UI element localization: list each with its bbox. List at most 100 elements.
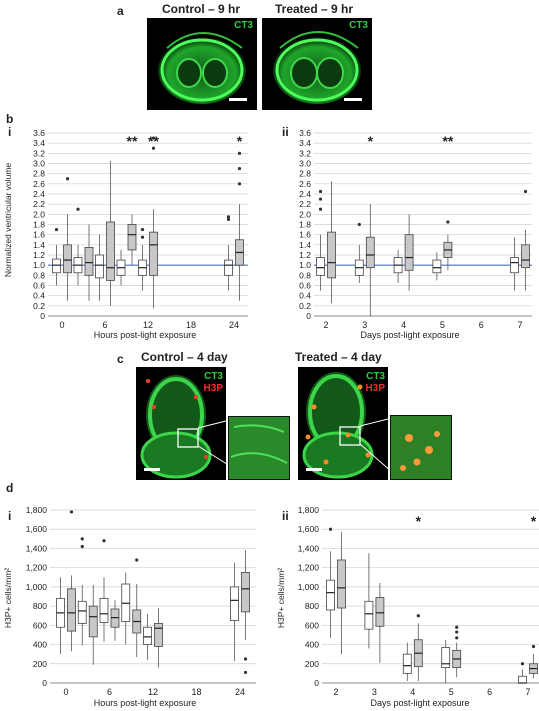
b-ii-y-tick-label: 0.8	[299, 270, 311, 280]
d-ii-x-tick-label: 3	[372, 687, 377, 697]
d-ii-y-tick-label: 1,600	[298, 524, 320, 534]
d-ii-x-tick-label: 4	[410, 687, 415, 697]
d-i-box-treated-24-outlier	[243, 670, 248, 675]
b-i-significance-marker: *	[237, 133, 243, 149]
b-ii-y-tick-label: 3.2	[299, 148, 311, 158]
panel-c-left-title: Control – 4 day	[141, 350, 228, 364]
b-i-box-control-24-outlier	[226, 215, 231, 219]
d-ii-y-tick-label: 1,000	[298, 582, 320, 592]
d-i-box-control-6	[99, 598, 109, 623]
b-i-y-tick-label: 0.6	[33, 281, 45, 291]
b-i-y-tick-label: 2.6	[33, 179, 45, 189]
d-ii-y-tick-label: 400	[305, 640, 319, 650]
b-i-significance-marker: **	[148, 133, 159, 149]
b-i-box-control-0-outlier	[54, 227, 59, 232]
d-ii-x-tick-label: 2	[333, 687, 338, 697]
d-ii-box-control-5	[441, 647, 451, 669]
d-ii-x-tick-label: 6	[487, 687, 492, 697]
panel-b-ylabel: Normalized ventricular volume	[3, 163, 13, 278]
b-i-box-treated-0	[63, 244, 72, 274]
d-i-box-control-3-outlier	[80, 537, 84, 541]
b-ii-x-tick-label: 4	[401, 320, 406, 330]
d-i-box-treated-24	[241, 572, 250, 613]
d-i-box-treated-0-outlier	[69, 510, 74, 514]
d-i-y-tick-label: 1,800	[26, 505, 48, 515]
b-i-y-tick-label: 0.4	[33, 291, 45, 301]
b-i-y-tick-label: 0.8	[33, 270, 45, 280]
d-ii-box-control-3	[364, 600, 374, 630]
treated-9hr-stain-label: CT3	[349, 20, 368, 31]
b-i-y-tick-label: 1.6	[33, 230, 45, 240]
b-i-y-tick-label: 0	[40, 311, 45, 321]
b-ii-y-tick-label: 3.4	[299, 138, 311, 148]
b-ii-y-tick-label: 2.0	[299, 209, 311, 219]
b-ii-box-control-2	[316, 257, 325, 276]
b-i-y-tick-label: 3.4	[33, 138, 45, 148]
b-ii-y-tick-label: 0.2	[299, 301, 311, 311]
b-ii-y-tick-label: 0.6	[299, 281, 311, 291]
control-4day-inset	[228, 416, 290, 480]
b-ii-box-control-2-outlier	[318, 197, 323, 201]
treated-4day-inset	[390, 415, 452, 480]
b-i-y-tick-label: 1.8	[33, 220, 45, 230]
b-i-y-tick-label: 3.0	[33, 159, 45, 169]
b-ii-box-treated-7	[521, 244, 530, 269]
b-i-x-tick-label: 12	[143, 320, 153, 330]
d-ii-y-tick-label: 0	[314, 678, 319, 688]
b-ii-y-tick-label: 2.4	[299, 189, 311, 199]
control-4day-stain2: H3P	[203, 383, 223, 394]
b-ii-y-tick-label: 2.6	[299, 179, 311, 189]
b-i-y-tick-label: 1.4	[33, 240, 45, 250]
b-i-x-tick-label: 0	[59, 320, 64, 330]
d-i-x-tick-label: 0	[63, 687, 68, 697]
d-ii-box-treated-4-outlier	[416, 614, 420, 618]
b-i-box-treated-12-outlier	[151, 146, 156, 150]
panel-b-i-label: i	[8, 125, 11, 139]
b-i-y-tick-label: 1.0	[33, 260, 45, 270]
d-ii-box-treated-2	[337, 559, 346, 609]
d-i-box-treated-9-outlier	[135, 558, 139, 562]
b-ii-box-control-2-outlier	[318, 207, 323, 211]
d-ii-box-treated-5-outlier	[455, 636, 459, 640]
b-i-y-tick-label: 1.2	[33, 250, 45, 260]
b-ii-y-tick-label: 0.4	[299, 291, 311, 301]
b-ii-y-tick-label: 2.8	[299, 169, 311, 179]
b-i-box-treated-12	[149, 231, 158, 276]
b-ii-y-tick-label: 1.6	[299, 230, 311, 240]
b-i-x-tick-label: 24	[229, 320, 239, 330]
d-i-y-tick-label: 1,200	[26, 563, 48, 573]
treated-4day-stain1: CT3	[366, 371, 385, 382]
d-i-box-control-24	[230, 586, 239, 621]
b-i-box-treated-3	[84, 246, 94, 276]
panel-b-ii-xlabel: Days post-light exposure	[360, 330, 459, 340]
control-9hr-stain-label: CT3	[234, 20, 253, 31]
b-i-y-tick-label: 2.8	[33, 169, 45, 179]
b-i-y-tick-label: 2.0	[33, 209, 45, 219]
d-i-box-control-3-outlier	[80, 544, 84, 549]
b-ii-y-tick-label: 3.0	[299, 159, 311, 169]
d-i-y-tick-label: 800	[33, 601, 47, 611]
control-4day-zoom-lines	[197, 419, 231, 467]
b-i-box-control-24-outlier	[226, 217, 231, 222]
d-ii-box-control-7-outlier	[520, 662, 525, 666]
panel-d-ii-xlabel: Days post-light exposure	[370, 698, 469, 708]
b-i-x-tick-label: 6	[102, 320, 107, 330]
b-i-box-treated-0-outlier	[65, 177, 70, 181]
d-ii-box-treated-7-outlier	[531, 644, 536, 649]
d-i-y-tick-label: 600	[33, 620, 47, 630]
d-ii-x-tick-label: 5	[449, 687, 454, 697]
d-i-box-control-3	[77, 600, 87, 624]
treated-4day-micrograph: CT3 H3P	[298, 367, 388, 480]
d-ii-y-tick-label: 200	[305, 659, 319, 669]
b-ii-box-treated-7-outlier	[523, 189, 528, 194]
d-i-box-treated-12	[154, 623, 163, 647]
b-i-y-tick-label: 2.4	[33, 189, 45, 199]
b-ii-x-tick-label: 5	[440, 320, 445, 330]
d-i-box-treated-24-outlier	[243, 657, 248, 661]
d-ii-significance-marker: *	[416, 513, 422, 529]
control-9hr-micrograph: CT3	[147, 18, 257, 110]
b-ii-significance-marker: *	[368, 133, 374, 149]
b-i-box-treated-24-outlier	[237, 151, 242, 155]
b-ii-significance-marker: **	[442, 133, 453, 149]
b-i-y-tick-label: 2.2	[33, 199, 45, 209]
